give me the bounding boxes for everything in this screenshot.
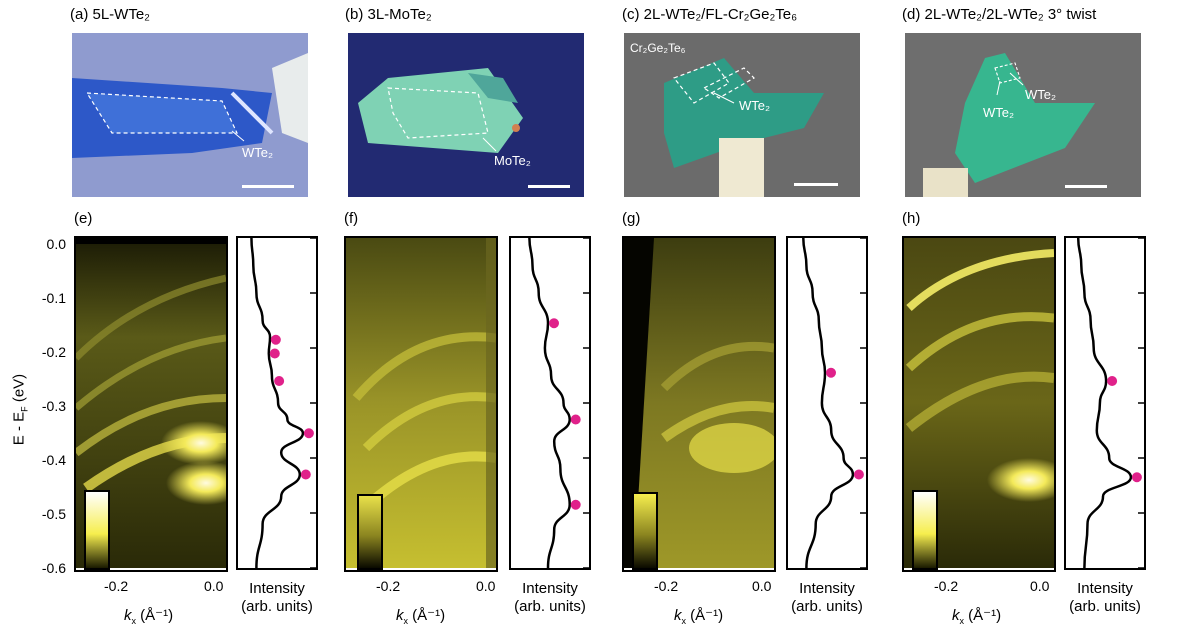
edc-panel-g: [786, 236, 868, 570]
edc-panel-f: [509, 236, 591, 570]
photo-annotation-b: MoTe₂: [494, 153, 531, 168]
ytick-2: -0.2: [41, 344, 66, 360]
arpes-frame-e: [74, 236, 228, 572]
ytick-3: -0.3: [41, 398, 66, 414]
colorbar-e: [84, 490, 110, 570]
xtick-left-h: -0.2: [934, 578, 959, 594]
photo-label-c: (c) 2L-WTe₂/FL-Cr₂Ge₂Te₆: [622, 6, 798, 23]
edc-curve: [802, 237, 855, 569]
colorbar-g: [632, 492, 658, 570]
edc-frame: [1064, 236, 1146, 570]
photo-annotation2-d: WTe₂: [1025, 87, 1057, 102]
edc-peak-marker: [274, 376, 285, 386]
ytick-6: -0.6: [41, 560, 66, 576]
photo-c: Cr₂Ge₂Te₆ WTe₂: [624, 33, 860, 197]
photo-annotation2-c: Cr₂Ge₂Te₆: [630, 41, 686, 55]
photo-label-a: (a) 5L-WTe₂: [70, 6, 151, 23]
xlabel-h: kx (Å⁻¹): [952, 607, 1002, 626]
edc-curve: [1076, 237, 1133, 569]
intensity-label-f: Intensity (arb. units): [514, 580, 586, 615]
photo-d: WTe₂ WTe₂: [905, 33, 1141, 197]
panel-label-e: (e): [74, 210, 93, 227]
edc-peak-marker: [269, 348, 280, 359]
scale-bar-d: [1065, 185, 1107, 188]
intensity-label-e: Intensity (arb. units): [241, 580, 313, 615]
colorbar-f: [357, 494, 383, 570]
edc-peak-marker: [1107, 376, 1118, 386]
xtick-right-g: 0.0: [752, 578, 772, 594]
xlabel-f: kx (Å⁻¹): [396, 607, 446, 626]
edc-peak-marker: [826, 367, 836, 378]
edc-curve: [528, 237, 571, 569]
xlabel-e: kx (Å⁻¹): [124, 607, 174, 626]
ytick-1: -0.1: [41, 290, 66, 306]
edc-frame: [509, 236, 591, 570]
arpes-frame-g: [622, 236, 776, 572]
scale-bar-a: [242, 185, 294, 188]
photo-a: WTe₂: [72, 33, 308, 197]
edc-frame: [786, 236, 868, 570]
xlabel-g: kx (Å⁻¹): [674, 607, 724, 626]
panel-label-h: (h): [902, 210, 921, 227]
intensity-label-g: Intensity (arb. units): [791, 580, 863, 615]
edc-peak-marker: [570, 499, 581, 510]
edc-panel-e: [236, 236, 318, 570]
photo-annotation-c: WTe₂: [739, 98, 771, 113]
xtick-right-f: 0.0: [476, 578, 496, 594]
photo-label-d: (d) 2L-WTe₂/2L-WTe₂ 3° twist: [902, 6, 1097, 23]
edc-peak-marker: [570, 414, 581, 425]
arpes-map-e: [76, 238, 226, 568]
edc-peak-marker: [549, 318, 559, 329]
xtick-right-h: 0.0: [1030, 578, 1050, 594]
colorbar-h: [912, 490, 938, 570]
edc-panel-h: [1064, 236, 1146, 570]
photo-annotation-a: WTe₂: [242, 145, 274, 160]
edc-peak-marker: [853, 469, 864, 480]
xtick-left-f: -0.2: [376, 578, 401, 594]
panel-label-g: (g): [622, 210, 641, 227]
ytick-0: 0.0: [46, 236, 66, 252]
edc-peak-marker: [1131, 472, 1142, 483]
intensity-label-h: Intensity (arb. units): [1069, 580, 1141, 615]
xtick-right-e: 0.0: [204, 578, 224, 594]
edc-curve: [250, 237, 305, 569]
photo-label-b: (b) 3L-MoTe₂: [345, 6, 432, 23]
xtick-left-g: -0.2: [654, 578, 679, 594]
scale-bar-b: [528, 185, 570, 188]
edc-peak-marker: [303, 428, 314, 439]
photo-b: MoTe₂: [348, 33, 584, 197]
arpes-frame-h: [902, 236, 1056, 572]
photo-annotation-d: WTe₂: [983, 105, 1015, 120]
scale-bar-c: [794, 183, 838, 186]
ytick-4: -0.4: [41, 452, 66, 468]
edc-peak-marker: [300, 469, 311, 480]
panel-label-f: (f): [344, 210, 359, 227]
ytick-5: -0.5: [41, 506, 66, 522]
edc-peak-marker: [270, 334, 281, 345]
xtick-left-e: -0.2: [104, 578, 129, 594]
arpes-frame-f: [344, 236, 498, 572]
